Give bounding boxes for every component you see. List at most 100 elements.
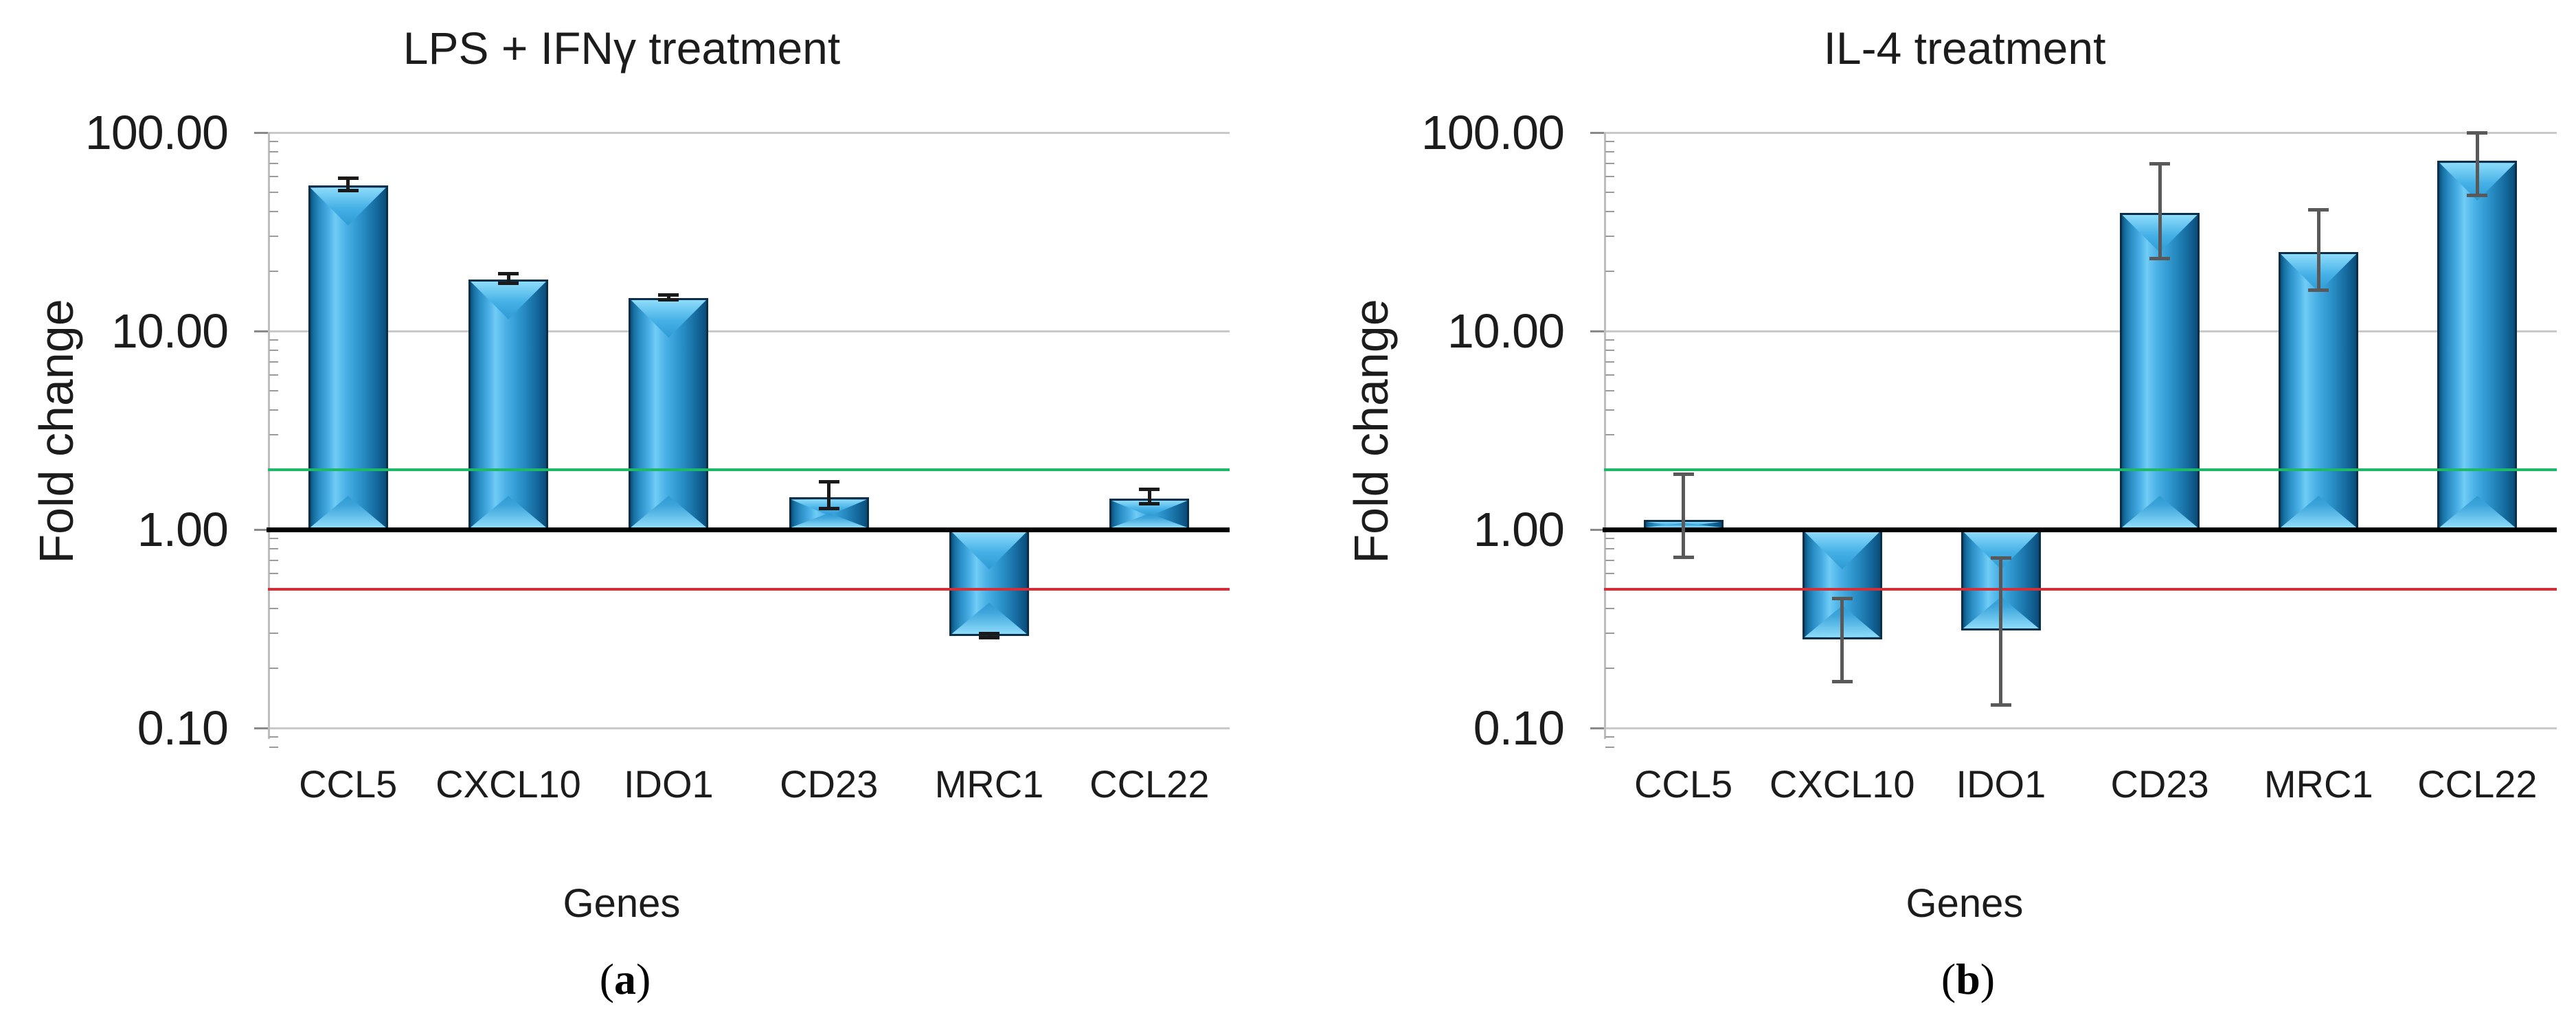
caption-letter: a (614, 955, 636, 1003)
y-minor-tick (269, 211, 278, 212)
error-bar-CD23 (2158, 163, 2162, 260)
y-minor-tick (269, 361, 278, 363)
bar-CXCL10 (468, 279, 548, 530)
error-bar-cap-top (1139, 488, 1160, 491)
y-minor-tick (1605, 162, 1614, 164)
bar-bevel-top (951, 532, 1027, 569)
y-tick-label: 1.00 (137, 503, 229, 556)
y-tick-label: 100.00 (84, 106, 229, 159)
y-minor-tick (269, 162, 278, 164)
y-minor-tick (269, 736, 278, 738)
error-bar-cap-top (979, 632, 999, 636)
y-minor-tick (269, 339, 278, 341)
y-minor-tick (1605, 271, 1614, 272)
y-minor-tick (269, 608, 278, 609)
y-minor-tick (1605, 141, 1614, 143)
baseline-fold-change-1 (1603, 527, 2557, 532)
error-bar-IDO1 (1999, 558, 2003, 706)
y-minor-tick (1605, 211, 1614, 212)
error-bar-IDO1 (666, 295, 670, 301)
chart-a-x-axis-title: Genes (563, 881, 681, 926)
error-bar-CCL22 (2475, 133, 2479, 196)
y-minor-tick (269, 538, 278, 540)
error-bar-CCL5 (346, 178, 350, 191)
chart-b-title: IL-4 treatment (1823, 23, 2106, 73)
y-minor-tick (1605, 151, 1614, 152)
y-major-tick (254, 132, 268, 134)
x-category-label-CXCL10: CXCL10 (1769, 762, 1915, 806)
bar-IDO1 (629, 297, 709, 530)
y-major-tick (1590, 529, 1604, 531)
error-bar-cap-bottom (1831, 680, 1853, 684)
x-category-label-CXCL10: CXCL10 (436, 762, 581, 806)
chart-b-caption: (b) (1831, 955, 2105, 1004)
x-category-label-MRC1: MRC1 (2263, 762, 2373, 806)
bar-CCL22 (2437, 161, 2518, 530)
gridline-0.10 (268, 727, 1230, 729)
x-category-label-IDO1: IDO1 (623, 762, 714, 806)
bar-bevel-bottom (2439, 495, 2516, 527)
y-minor-tick (1605, 361, 1614, 363)
error-bar-MRC1 (987, 633, 991, 638)
x-category-label-CCL22: CCL22 (1089, 762, 1210, 806)
bar-bevel-top (631, 299, 707, 338)
y-minor-tick (1605, 389, 1614, 391)
y-tick-label: 0.10 (1473, 701, 1565, 755)
error-bar-cap-bottom (498, 282, 519, 286)
error-bar-cap-top (2149, 161, 2171, 166)
y-major-tick (254, 727, 268, 729)
y-minor-tick (269, 573, 278, 575)
gridline-0.10 (1604, 727, 2557, 729)
y-minor-tick (269, 389, 278, 391)
y-minor-tick (269, 191, 278, 193)
x-category-label-CCL22: CCL22 (2417, 762, 2538, 806)
caption-paren: ) (636, 955, 651, 1003)
y-tick-label: 1.00 (1473, 503, 1565, 556)
y-minor-tick (1605, 191, 1614, 193)
y-minor-tick (1605, 434, 1614, 436)
y-minor-tick (269, 271, 278, 272)
gridline-100.00 (268, 132, 1230, 134)
y-tick-label: 100.00 (1421, 106, 1565, 159)
y-minor-tick (269, 409, 278, 411)
y-minor-tick (1605, 633, 1614, 635)
y-minor-tick (1605, 668, 1614, 669)
y-minor-tick (1605, 176, 1614, 178)
chart-a-title: LPS + IFNγ treatment (403, 23, 841, 73)
y-minor-tick (269, 668, 278, 669)
y-tick-label: 10.00 (1447, 304, 1565, 358)
y-minor-tick (269, 559, 278, 561)
error-bar-CXCL10 (1840, 598, 1844, 683)
bar-bevel-bottom (2122, 495, 2198, 527)
y-minor-tick (269, 548, 278, 549)
y-minor-tick (1605, 559, 1614, 561)
gridline-10.00 (1604, 330, 2557, 332)
y-minor-tick (269, 747, 278, 748)
y-minor-tick (1605, 573, 1614, 575)
bar-bevel-top (471, 281, 546, 319)
bar-CCL5 (308, 185, 388, 530)
y-minor-tick (1605, 608, 1614, 609)
caption-paren: ) (1980, 955, 1996, 1003)
y-minor-tick (1605, 538, 1614, 540)
y-minor-tick (1605, 747, 1614, 748)
x-category-label-CCL5: CCL5 (299, 762, 398, 806)
chart-b-x-axis-title: Genes (1906, 881, 2024, 926)
error-bar-cap-top (2467, 131, 2488, 135)
y-minor-tick (269, 633, 278, 635)
bar-bevel-bottom (310, 495, 386, 527)
x-category-label-IDO1: IDO1 (1956, 762, 2046, 806)
error-bar-cap-top (1673, 473, 1694, 477)
y-minor-tick (269, 141, 278, 143)
y-minor-tick (1605, 350, 1614, 351)
bar-bevel-bottom (791, 513, 867, 527)
error-bar-CCL5 (1682, 474, 1686, 558)
y-axis (268, 133, 270, 739)
error-bar-cap-bottom (2308, 288, 2329, 292)
x-category-label-CCL5: CCL5 (1634, 762, 1733, 806)
error-bar-cap-top (2308, 207, 2329, 212)
bar-bevel-bottom (951, 602, 1027, 635)
y-minor-tick (1605, 409, 1614, 411)
error-bar-cap-top (818, 480, 839, 484)
